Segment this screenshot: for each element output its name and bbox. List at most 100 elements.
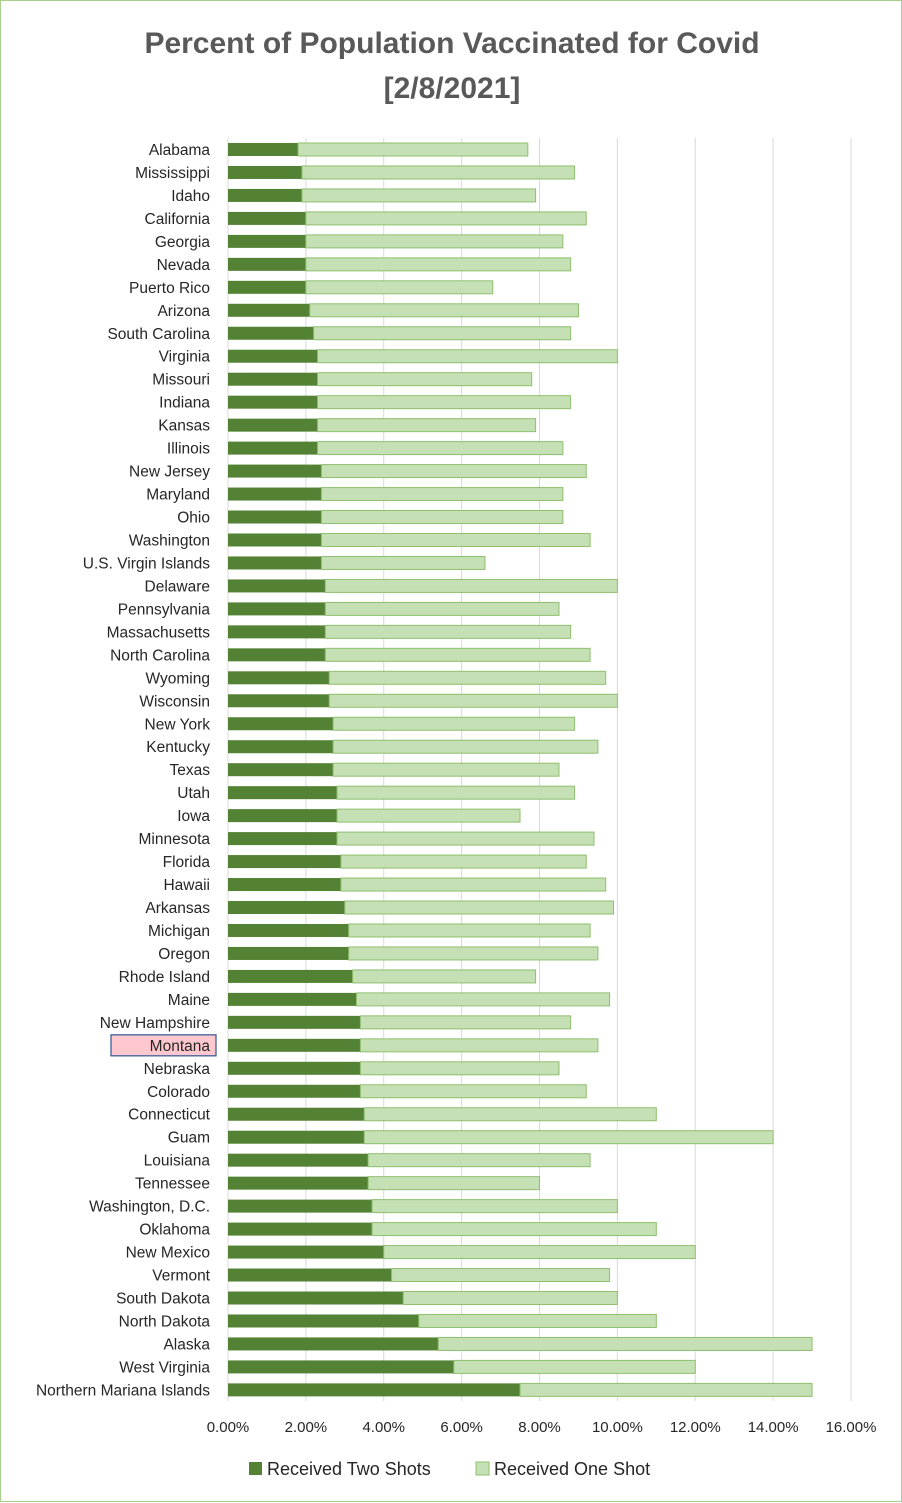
bar-two-shots [228, 763, 334, 777]
bar-two-shots [228, 625, 326, 639]
bar-two-shots [228, 165, 302, 179]
bar-one-shot [519, 1382, 813, 1397]
bars [228, 142, 813, 1397]
category-label: South Carolina [107, 326, 210, 343]
category-label: U.S. Virgin Islands [83, 555, 210, 572]
category-label: Kansas [158, 418, 210, 435]
category-label: Rhode Island [119, 969, 210, 986]
category-label: Alabama [149, 142, 211, 159]
bar-one-shot [320, 464, 587, 479]
category-label: Colorado [147, 1084, 210, 1101]
bar-two-shots [228, 1383, 521, 1397]
bar-one-shot [301, 165, 576, 180]
category-label: Wisconsin [139, 693, 210, 710]
category-label: New Jersey [129, 464, 210, 481]
category-label: Ohio [177, 510, 210, 527]
bar-two-shots [228, 969, 353, 983]
bar-two-shots [228, 211, 306, 225]
bar-two-shots [228, 648, 326, 662]
bar-one-shot [336, 831, 595, 846]
category-label: Vermont [152, 1268, 210, 1285]
category-label: Nebraska [144, 1061, 211, 1078]
x-tick-label: 16.00% [826, 1419, 877, 1436]
category-label: Alaska [163, 1336, 210, 1353]
bar-one-shot [340, 854, 587, 869]
bar-one-shot [313, 326, 572, 341]
category-label: Northern Mariana Islands [36, 1382, 210, 1399]
bar-one-shot [352, 969, 537, 984]
bar-one-shot [332, 762, 560, 777]
bar-two-shots [228, 671, 330, 685]
highlight-box [110, 1034, 217, 1057]
category-label: Idaho [171, 188, 210, 205]
category-label: South Dakota [116, 1291, 210, 1308]
bar-two-shots [228, 1199, 373, 1213]
x-tick-label: 0.00% [207, 1419, 250, 1436]
legend-swatch-one-shot [475, 1461, 490, 1476]
category-label: Oklahoma [139, 1222, 210, 1239]
bar-two-shots [228, 786, 338, 800]
category-label: Washington [129, 532, 210, 549]
category-label: Indiana [159, 395, 210, 412]
legend-label-one-shot: Received One Shot [494, 1459, 650, 1479]
bar-one-shot [371, 1199, 618, 1214]
category-label: California [145, 211, 211, 228]
bar-two-shots [228, 418, 318, 432]
bar-two-shots [228, 602, 326, 616]
category-label: Hawaii [163, 877, 210, 894]
category-label: Maryland [146, 487, 210, 504]
category-label: Puerto Rico [129, 280, 210, 297]
category-label: Massachusetts [107, 624, 211, 641]
category-label: Connecticut [128, 1107, 211, 1124]
category-label: Oregon [158, 946, 210, 963]
bar-two-shots [228, 855, 341, 869]
category-label: Illinois [167, 441, 210, 458]
bar-two-shots [228, 1176, 369, 1190]
bar-two-shots [228, 579, 326, 593]
bar-one-shot [359, 1015, 572, 1030]
bar-one-shot [332, 739, 599, 754]
category-label: Pennsylvania [118, 601, 211, 618]
bar-two-shots [228, 694, 330, 708]
x-tick-label: 12.00% [670, 1419, 721, 1436]
bar-two-shots [228, 395, 318, 409]
bar-two-shots [228, 487, 322, 501]
bar-two-shots [228, 234, 306, 248]
bar-one-shot [324, 647, 591, 662]
bar-two-shots [228, 1360, 454, 1374]
category-label: New Mexico [126, 1245, 210, 1262]
bar-one-shot [359, 1084, 587, 1099]
category-label: Guam [168, 1130, 210, 1147]
category-label: Utah [177, 785, 210, 802]
bar-two-shots [228, 533, 322, 547]
bar-two-shots [228, 1061, 361, 1075]
legend-label-two-shots: Received Two Shots [267, 1459, 431, 1479]
bar-one-shot [324, 578, 618, 593]
category-label: Maine [168, 992, 210, 1009]
bar-one-shot [391, 1268, 611, 1283]
bar-two-shots [228, 809, 338, 823]
bar-one-shot [359, 1061, 560, 1076]
bar-two-shots [228, 143, 299, 156]
bar-one-shot [383, 1245, 696, 1260]
bar-one-shot [348, 946, 599, 961]
category-label: West Virginia [119, 1359, 210, 1376]
category-label: Montana [150, 1038, 211, 1055]
bar-one-shot [320, 510, 564, 525]
bar-two-shots [228, 1153, 369, 1167]
category-label: North Dakota [119, 1313, 211, 1330]
bar-one-shot [340, 877, 607, 892]
category-label: Iowa [177, 808, 210, 825]
bar-one-shot [437, 1336, 813, 1351]
bar-two-shots [228, 326, 314, 340]
bar-two-shots [228, 946, 349, 960]
category-label: Delaware [145, 578, 210, 595]
category-label: North Carolina [110, 647, 210, 664]
bar-two-shots [228, 464, 322, 478]
category-label: New York [145, 716, 211, 733]
bar-two-shots [228, 1245, 384, 1259]
category-label: Tennessee [135, 1176, 210, 1193]
category-label: Texas [170, 762, 211, 779]
category-label: Louisiana [144, 1153, 211, 1170]
